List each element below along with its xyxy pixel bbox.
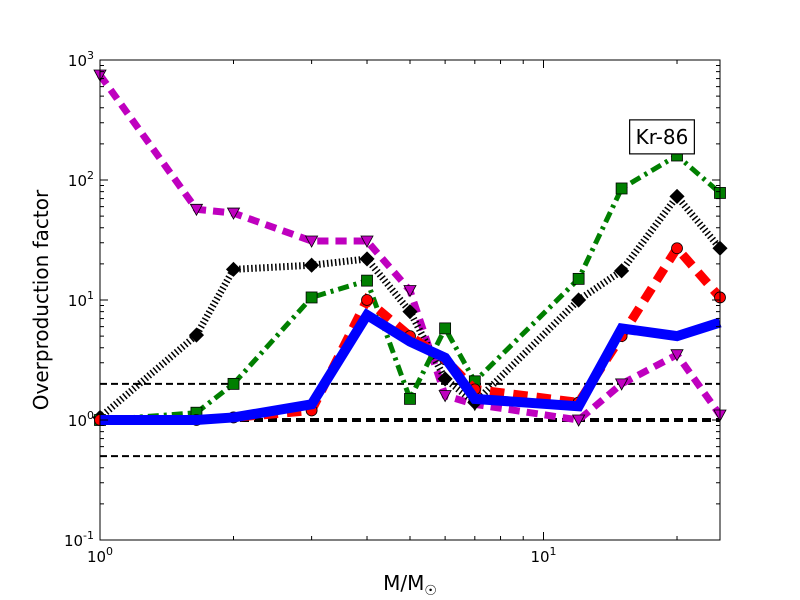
series-1-point-10 — [614, 378, 629, 391]
x-axis-title-main: M/M — [383, 571, 424, 595]
series-2-point-9 — [571, 292, 587, 308]
series-5-line — [100, 308, 722, 425]
annotation-box — [629, 119, 695, 155]
series-group — [92, 69, 728, 427]
series-1-point-4 — [304, 235, 319, 248]
y-axis-title: Overproduction factor — [29, 189, 53, 410]
y-tick-label-3: 101 — [68, 289, 94, 310]
series-2-point-10 — [614, 263, 630, 279]
series-1-point-3 — [226, 207, 241, 220]
series-1-point-6 — [403, 285, 417, 298]
series-5 — [100, 308, 722, 425]
series-1-point-5 — [360, 235, 374, 248]
series-2-point-4 — [304, 257, 320, 273]
series-1-point-11 — [670, 349, 684, 362]
series-1-point-2 — [189, 203, 204, 217]
y-tick-label-5: 103 — [68, 49, 94, 70]
series-4-point-11 — [671, 242, 683, 255]
series-1-line — [97, 72, 723, 424]
series-2-point-6 — [402, 304, 418, 320]
series-1-point-7 — [438, 390, 452, 403]
annotation: Kr-86 — [629, 119, 695, 155]
y-tick-label-4: 102 — [68, 169, 94, 190]
series-3-point-9 — [572, 272, 585, 285]
annotation-label: Kr-86 — [636, 125, 689, 149]
series-2-point-2 — [188, 327, 205, 343]
plot-frame — [99, 59, 721, 541]
series-3-point-4 — [305, 291, 318, 304]
series-2-point-7 — [437, 371, 453, 387]
x-tick-label-1: 100 — [87, 545, 113, 566]
series-2 — [92, 188, 728, 426]
y-tick-label-2: 100 — [68, 409, 94, 430]
x-axis-title-subscript: ☉ — [424, 583, 437, 599]
series-1-point-9 — [571, 414, 586, 427]
series-2-point-5 — [359, 251, 375, 267]
series-3-point-10 — [615, 182, 628, 195]
series-3-point-6 — [404, 392, 416, 405]
series-3-point-7 — [439, 322, 452, 335]
series-3-point-5 — [361, 274, 373, 287]
series-4-point-5 — [361, 294, 373, 306]
series-2-point-3 — [225, 261, 242, 277]
series-2-point-11 — [669, 188, 685, 204]
x-axis-title: M/M☉ — [383, 571, 437, 599]
y-tick-label-1: 10-1 — [64, 529, 94, 550]
series-3-line — [99, 152, 722, 423]
x-tick-label-2: 101 — [530, 545, 556, 566]
series-3-point-3 — [227, 377, 240, 390]
